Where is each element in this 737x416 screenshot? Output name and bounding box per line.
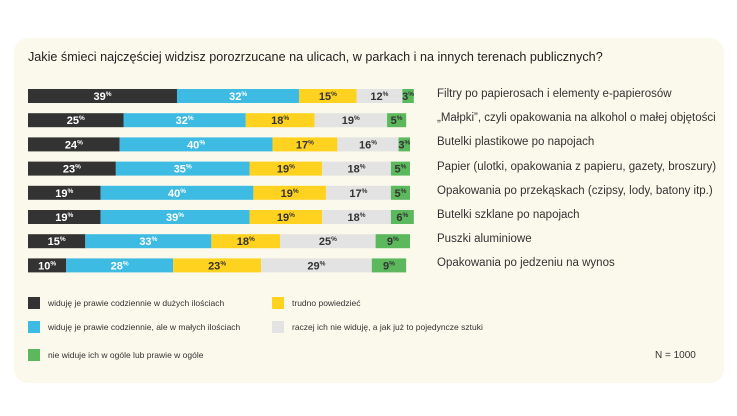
bar-segment xyxy=(390,185,410,200)
bar-segment xyxy=(100,210,250,224)
legend-label: raczej ich nie widuję, a jak już to poje… xyxy=(292,322,483,332)
bar-segment xyxy=(28,113,124,128)
category-label: Opakowania po jedzeniu na wynos xyxy=(437,257,615,270)
bar-segment xyxy=(280,234,376,249)
bar-segment xyxy=(322,161,391,176)
category-label: Puszki aluminiowe xyxy=(437,233,532,246)
legend-label: widuję je prawie codziennie, ale w małyc… xyxy=(48,322,241,332)
bar-segment xyxy=(322,210,391,224)
category-label: Papier (ulotki, opakowania z papieru, ga… xyxy=(437,160,717,173)
category-label: Filtry po papierosach i elementy e-papie… xyxy=(437,88,672,100)
bar-segment xyxy=(28,89,177,103)
bar-segment xyxy=(387,113,407,128)
bar-segment xyxy=(337,137,399,152)
legend-label: trudno powiedzieć xyxy=(292,298,361,308)
bar-segment xyxy=(314,113,388,128)
bar-segment xyxy=(28,258,67,273)
bar-segment xyxy=(272,137,338,152)
bar-segment xyxy=(356,89,403,103)
sample-size-note: N = 1000 xyxy=(655,350,696,361)
bar-segment xyxy=(176,89,300,103)
legend-swatch xyxy=(272,321,284,333)
bar-segment xyxy=(299,89,357,103)
bar-segment xyxy=(398,137,410,152)
legend-swatch xyxy=(28,297,40,309)
bar-segment xyxy=(245,113,315,128)
bar-segment xyxy=(253,185,326,200)
bar-segment xyxy=(28,137,120,152)
bar-segment xyxy=(28,161,116,176)
bar-segment xyxy=(28,210,101,224)
category-label: Butelki szklane po napojach xyxy=(437,209,580,221)
bar-segment xyxy=(390,161,410,176)
bar-segment xyxy=(85,234,212,249)
bar-segment xyxy=(115,161,250,176)
bar-segment xyxy=(211,234,281,249)
bar-segment xyxy=(249,161,323,176)
legend-swatch xyxy=(28,321,40,333)
category-label: „Małpki”, czyli opakowania na alkohol o … xyxy=(437,112,716,125)
bar-segment xyxy=(261,258,372,273)
legend-swatch xyxy=(28,349,40,361)
bar-segment xyxy=(66,258,174,273)
bar-segment xyxy=(371,258,407,273)
bar-segment xyxy=(28,185,101,200)
bar-segment xyxy=(173,258,262,273)
bar-segment xyxy=(119,137,273,152)
chart-title: Jakie śmieci najczęściej widzisz porozrz… xyxy=(28,50,603,64)
bar-segment xyxy=(100,185,254,200)
legend-label: widuję je prawie codziennie w dużych ilo… xyxy=(48,298,225,308)
bar-segment xyxy=(375,234,410,249)
bar-segment xyxy=(249,210,323,224)
legend-label: nie widuje ich w ogóle lub prawie w ogól… xyxy=(48,350,204,360)
bar-segment xyxy=(325,185,391,200)
bar-segment xyxy=(28,234,86,249)
bar-segment xyxy=(402,89,414,103)
legend-swatch xyxy=(272,297,284,309)
category-label: Opakowania po przekąskach (czipsy, lody,… xyxy=(437,184,713,197)
bar-segment xyxy=(390,210,414,224)
category-label: Butelki plastikowe po napojach xyxy=(437,136,595,149)
bar-segment xyxy=(123,113,246,128)
